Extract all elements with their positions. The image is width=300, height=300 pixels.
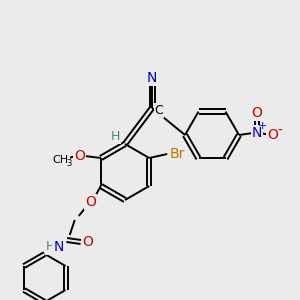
Text: O: O <box>268 128 278 142</box>
Text: O: O <box>252 106 262 120</box>
Text: +: + <box>257 121 267 131</box>
Text: N: N <box>54 240 64 254</box>
Text: -: - <box>278 124 282 138</box>
Text: H: H <box>110 130 120 142</box>
Text: Br: Br <box>169 147 185 161</box>
Text: N: N <box>147 71 157 85</box>
Text: 3: 3 <box>66 158 71 167</box>
Text: O: O <box>74 149 85 163</box>
Text: C: C <box>154 103 164 116</box>
Text: O: O <box>85 195 96 209</box>
Text: H: H <box>46 241 56 254</box>
Text: N: N <box>252 126 262 140</box>
Text: O: O <box>82 235 93 249</box>
Text: CH: CH <box>53 155 69 165</box>
